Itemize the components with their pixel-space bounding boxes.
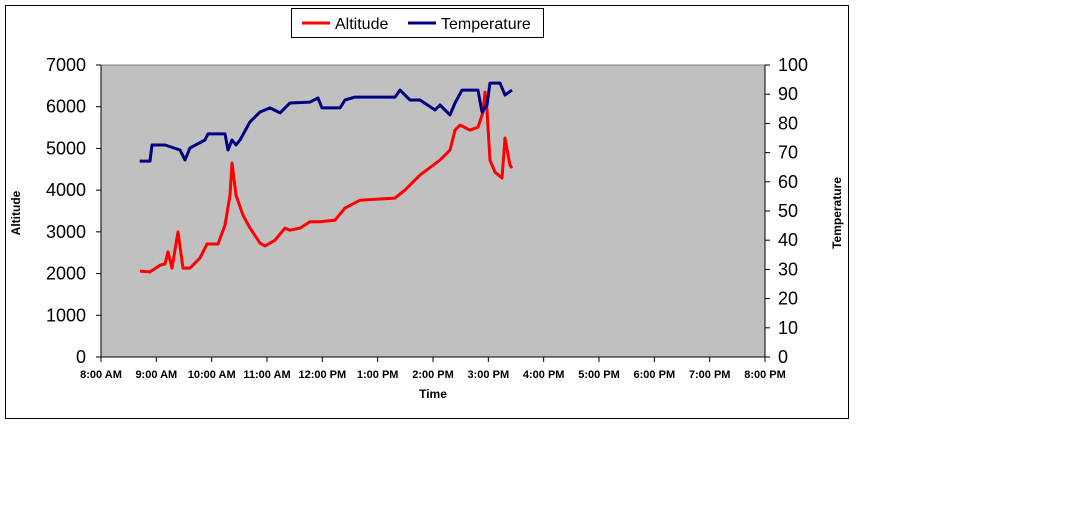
y-tick-label: 7000 [46,55,86,75]
legend-label-altitude: Altitude [335,16,388,33]
x-tick-label: 4:00 PM [523,369,565,381]
y2-tick-label: 70 [778,143,798,163]
y2-tick-label: 90 [778,84,798,104]
y-tick-label: 3000 [46,222,86,242]
y2-tick-label: 100 [778,55,808,75]
x-tick-label: 9:00 AM [135,369,177,381]
y2-tick-label: 20 [778,289,798,309]
y2-tick-label: 60 [778,172,798,192]
y-tick-label: 0 [76,347,86,367]
y-tick-label: 6000 [46,97,86,117]
y-axis-title: Altitude [9,190,23,235]
y-tick-label: 1000 [46,305,86,325]
y2-tick-label: 50 [778,201,798,221]
x-tick-label: 2:00 PM [412,369,454,381]
y-tick-label: 5000 [46,138,86,158]
y-tick-label: 4000 [46,180,86,200]
legend-label-temperature: Temperature [441,16,531,33]
x-tick-label: 10:00 AM [188,369,236,381]
plot-area [100,64,766,358]
legend: Altitude Temperature [291,8,544,38]
y-tick-label: 2000 [46,264,86,284]
series-line-temperature [139,81,513,163]
y2-tick-label: 40 [778,230,798,250]
y2-tick-label: 10 [778,318,798,338]
x-tick-label: 11:00 AM [243,369,290,381]
x-tick-label: 12:00 PM [298,369,346,381]
x-tick-label: 8:00 AM [80,369,122,381]
y2-axis-title: Temperature [830,177,844,249]
x-tick-label: 6:00 PM [634,369,676,381]
x-tick-label: 3:00 PM [468,369,510,381]
x-tick-label: 7:00 PM [689,369,731,381]
x-tick-label: 8:00 PM [744,369,786,381]
y2-tick-label: 0 [778,347,788,367]
x-tick-label: 5:00 PM [578,369,620,381]
x-axis-title: Time [419,387,447,401]
y2-tick-label: 80 [778,113,798,133]
series-line-altitude [139,90,514,274]
x-tick-label: 1:00 PM [357,369,399,381]
y2-tick-label: 30 [778,259,798,279]
